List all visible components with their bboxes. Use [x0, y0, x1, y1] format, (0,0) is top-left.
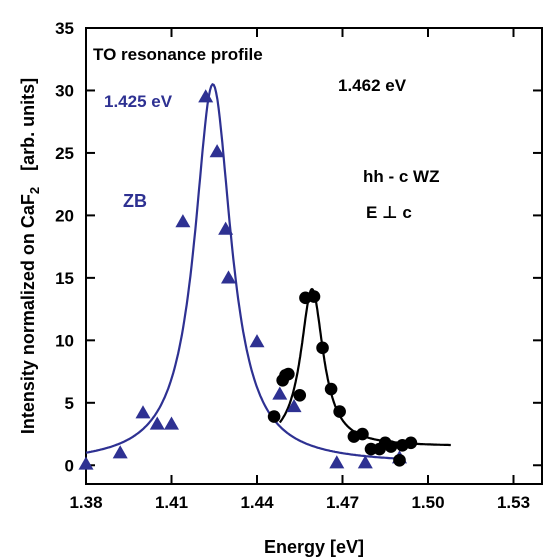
data-point-triangle	[218, 221, 234, 235]
annotation-wz-label: hh - c WZ	[363, 167, 439, 186]
data-point-triangle	[198, 89, 214, 103]
data-point-circle	[307, 290, 321, 303]
annotation-zb-peak: 1.425 eV	[104, 92, 173, 111]
x-tick-label: 1.41	[155, 493, 188, 512]
chart-title: TO resonance profile	[93, 45, 263, 64]
data-point-circle	[384, 440, 398, 453]
data-point-circle	[267, 410, 281, 423]
y-axis-label-main: Intensity normalized on CaF	[18, 194, 38, 434]
data-point-triangle	[175, 214, 191, 228]
x-axis-label: Energy [eV]	[264, 537, 364, 557]
y-axis-label-units: [arb. units]	[18, 78, 38, 171]
data-point-triangle	[286, 399, 302, 413]
data-point-triangle	[135, 405, 151, 419]
data-point-circle	[404, 436, 418, 450]
y-tick-label: 25	[55, 144, 74, 163]
x-tick-label: 1.44	[240, 493, 274, 512]
annotation-polarization: E ⊥ c	[366, 203, 412, 222]
data-point-triangle	[329, 455, 345, 469]
fit-curve-1	[278, 287, 451, 447]
y-tick-label: 10	[55, 331, 74, 350]
data-point-triangle	[164, 416, 179, 430]
data-point-circle	[393, 453, 406, 467]
data-point-circle	[333, 405, 346, 418]
x-tick-label: 1.53	[497, 493, 530, 512]
data-point-circle	[282, 367, 295, 381]
y-tick-label: 30	[55, 81, 74, 100]
y-axis-label-subscript: 2	[27, 187, 42, 194]
data-point-triangle	[149, 416, 165, 430]
y-tick-label: 5	[65, 394, 74, 413]
data-point-triangle	[112, 445, 128, 459]
data-point-circle	[293, 388, 307, 402]
data-point-triangle	[357, 455, 373, 469]
annotation-zb-label: ZB	[123, 191, 147, 211]
data-point-triangle	[249, 334, 265, 348]
y-tick-label: 20	[55, 206, 74, 225]
x-tick-label: 1.50	[411, 493, 444, 512]
y-axis-label: Intensity normalized on CaF2 [arb. units]	[18, 78, 42, 434]
y-tick-label: 15	[55, 269, 74, 288]
fit-curve-0	[85, 82, 406, 461]
data-point-circle	[324, 382, 338, 396]
plot-frame	[85, 27, 543, 485]
data-point-triangle	[221, 270, 236, 284]
data-point-triangle	[209, 144, 225, 158]
data-point-triangle	[272, 386, 288, 400]
data-point-circle	[316, 341, 329, 355]
data-point-triangle	[78, 456, 94, 470]
data-point-circle	[356, 427, 369, 441]
x-tick-label: 1.47	[326, 493, 359, 512]
y-tick-label: 35	[55, 19, 74, 38]
y-tick-label: 0	[65, 456, 74, 475]
annotation-wz-peak: 1.462 eV	[338, 76, 407, 95]
x-tick-label: 1.38	[69, 493, 102, 512]
